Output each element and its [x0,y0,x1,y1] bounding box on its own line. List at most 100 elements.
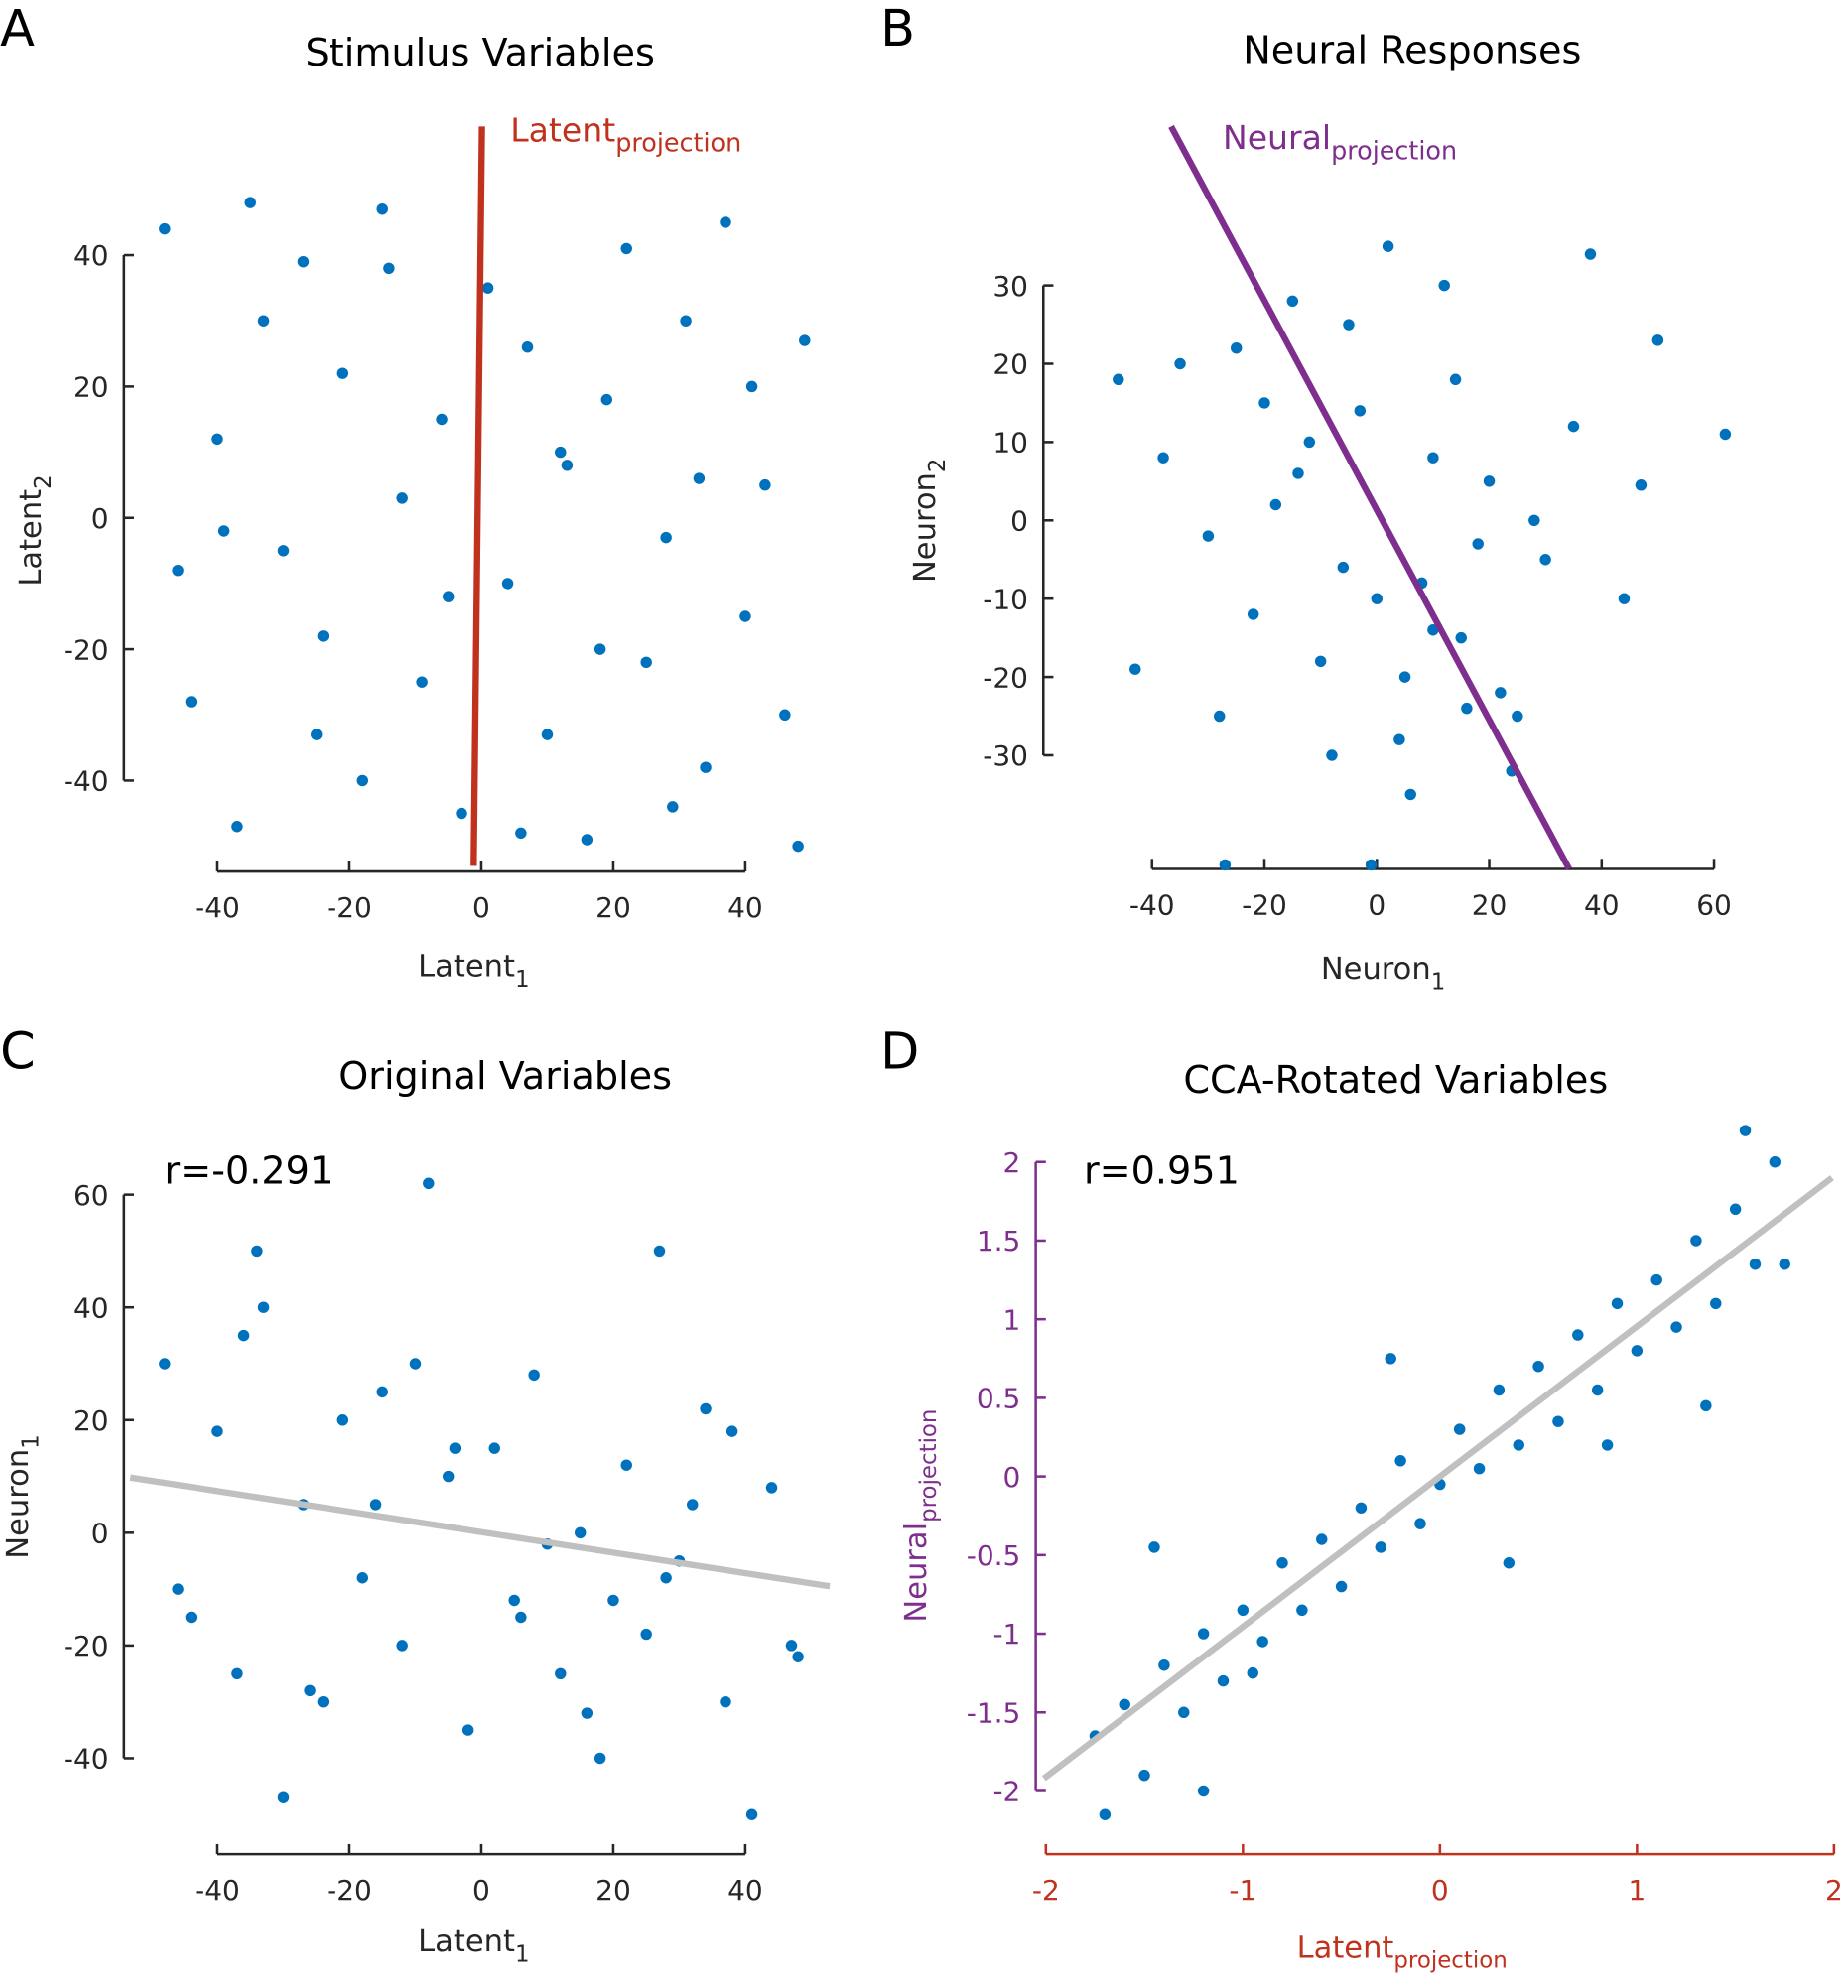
y-tick-label: 1 [1003,1303,1021,1336]
point [1532,1360,1544,1373]
x-tick-label: -20 [327,1874,372,1907]
y-tick-label: 40 [73,239,109,272]
point [185,1611,198,1624]
point [231,821,243,833]
fit-line [1041,1175,1834,1782]
point [1256,1636,1268,1648]
point [1552,1415,1564,1427]
x-tick-label: 1 [1628,1874,1646,1907]
point [1739,1125,1752,1136]
point [456,807,467,820]
y-tick-label: 20 [992,348,1028,381]
panel-letter: B [880,0,915,59]
point [1217,1674,1230,1687]
x-axis-label-sub: projection [1393,1948,1507,1974]
panel-title: CCA-Rotated Variables [1183,1059,1608,1103]
y-tick-label: 2 [1003,1146,1021,1179]
point [1472,538,1484,550]
point [1237,1604,1250,1617]
point [1513,1439,1524,1451]
point [720,1695,731,1708]
fit-line [470,126,485,866]
y-axis-label-sub: 1 [18,1434,44,1449]
y-axis-label-main: Latent [14,489,49,587]
point [574,1526,587,1539]
point [700,761,712,773]
point [1584,248,1597,260]
point [1611,1297,1624,1310]
line-label-main: Latent [510,111,615,150]
x-tick-label: 2 [1825,1874,1843,1907]
point [745,380,758,393]
point [1618,593,1631,604]
y-axis-label: Latent2 [14,474,57,586]
point [1449,373,1462,386]
x-axis-label: Latent1 [418,950,529,993]
point [436,413,448,426]
point [745,1808,758,1820]
x-axis-label-main: Latent [418,1924,515,1959]
line-label: Latentprojection [510,111,741,159]
y-tick-label: 20 [73,1404,109,1437]
x-tick-label: 20 [595,1874,631,1907]
point [1749,1259,1762,1270]
x-tick-label: 20 [595,891,631,924]
point [1635,479,1648,491]
y-axis-label-sub: 2 [925,459,951,473]
point [277,545,290,557]
point [172,564,184,577]
point [1335,1580,1348,1593]
point [297,255,310,268]
point [336,1414,349,1426]
point [1710,1297,1722,1310]
point [1438,279,1450,292]
x-axis-label-main: Neuron [1321,952,1431,987]
point [693,472,706,484]
y-axis-label: Neuron1 [1,1434,44,1558]
point [799,334,811,346]
x-axis-label-main: Latent [1297,1930,1394,1965]
y-tick-label: -40 [64,1743,109,1776]
point [1427,452,1439,464]
point [667,801,679,813]
y-tick-label: 20 [73,371,109,404]
point [1343,319,1355,331]
x-tick-label: 40 [727,891,763,924]
point [311,729,323,740]
point [1286,295,1299,308]
fit-line [1168,124,1572,870]
x-tick-label: -40 [195,1874,240,1907]
point [720,216,731,228]
panel-letter: D [880,1023,919,1082]
y-tick-label: 0 [91,1518,109,1550]
point [356,1572,369,1584]
point [1473,1462,1486,1475]
x-tick-label: 0 [472,1874,490,1907]
point [1316,1533,1328,1545]
point [581,1707,594,1719]
point [1276,1557,1288,1569]
point [1385,1353,1396,1365]
point [1719,428,1732,441]
point [211,433,223,446]
point [1670,1321,1682,1333]
point [765,1482,778,1494]
x-tick-label: -1 [1229,1874,1256,1907]
point [1129,663,1141,675]
point [1495,687,1507,699]
point [1393,733,1405,745]
point [237,1329,250,1342]
line-label: Neuralprojection [1223,118,1457,166]
point [555,446,567,459]
x-axis-label-main: Latent [418,950,515,985]
x-axis-label-sub: 1 [515,967,530,993]
point [488,1442,500,1454]
y-tick-label: 1.5 [977,1225,1021,1258]
point [1493,1384,1506,1396]
point [277,1791,290,1803]
point [1503,1557,1516,1569]
fit-line [129,1474,831,1590]
y-tick-label: -1.5 [967,1696,1021,1729]
x-tick-label: -2 [1032,1874,1060,1907]
point [1461,702,1473,715]
